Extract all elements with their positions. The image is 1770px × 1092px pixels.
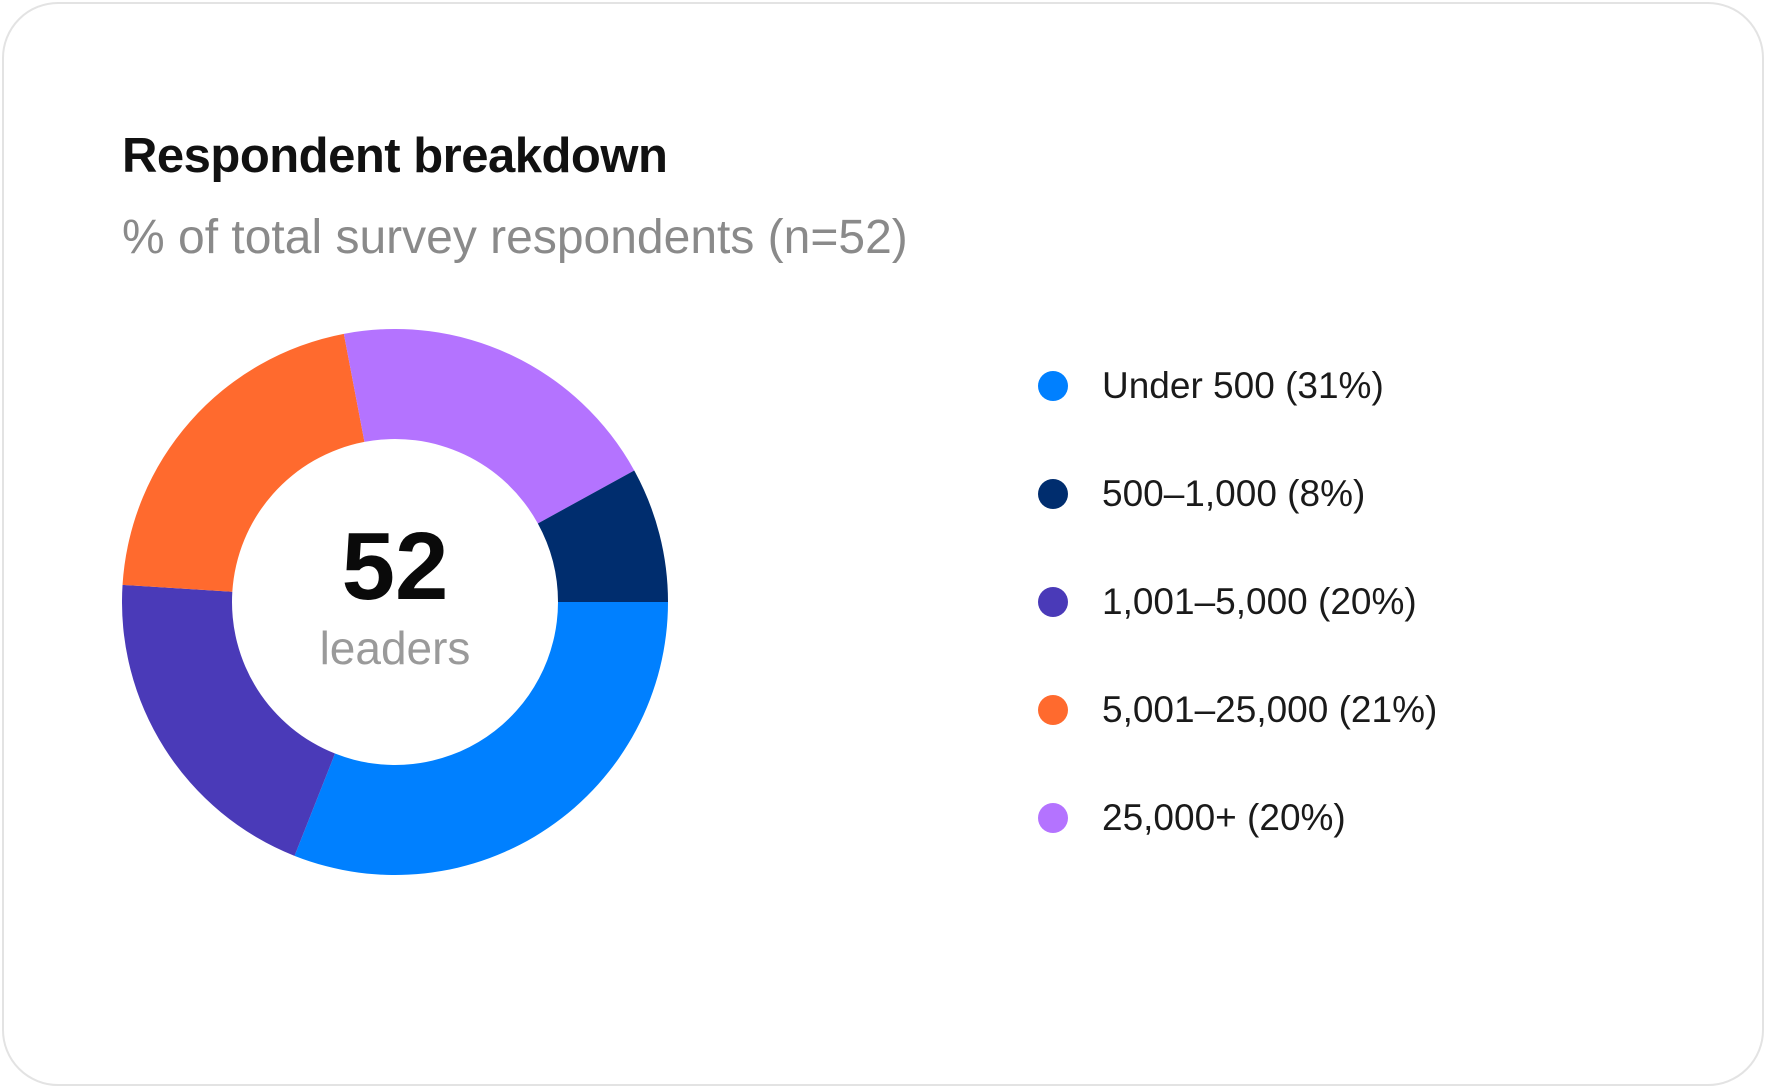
- legend-label: Under 500 (31%): [1102, 365, 1384, 406]
- center-label: leaders: [319, 622, 471, 674]
- donut-slice-2: [537, 470, 668, 602]
- legend-swatch: [1038, 803, 1068, 833]
- donut-slice-4: [122, 333, 365, 592]
- legend-swatch: [1038, 587, 1068, 617]
- donut-slice-5: [343, 329, 635, 524]
- donut-svg: [122, 329, 668, 875]
- legend-swatch: [1038, 371, 1068, 401]
- donut-slice-1: [294, 602, 668, 875]
- chart-title: Respondent breakdown: [122, 129, 668, 183]
- legend-label: 1,001–5,000 (20%): [1102, 581, 1417, 622]
- chart-subtitle: % of total survey respondents (n=52): [122, 211, 908, 264]
- donut-chart: 52 leaders: [122, 329, 668, 875]
- center-total: 52: [341, 513, 449, 620]
- legend-label: 500–1,000 (8%): [1102, 473, 1366, 514]
- donut-slice-3: [122, 584, 335, 856]
- legend-swatch: [1038, 695, 1068, 725]
- legend-swatch: [1038, 479, 1068, 509]
- legend-label: 5,001–25,000 (21%): [1102, 689, 1438, 730]
- legend-label: 25,000+ (20%): [1102, 797, 1346, 838]
